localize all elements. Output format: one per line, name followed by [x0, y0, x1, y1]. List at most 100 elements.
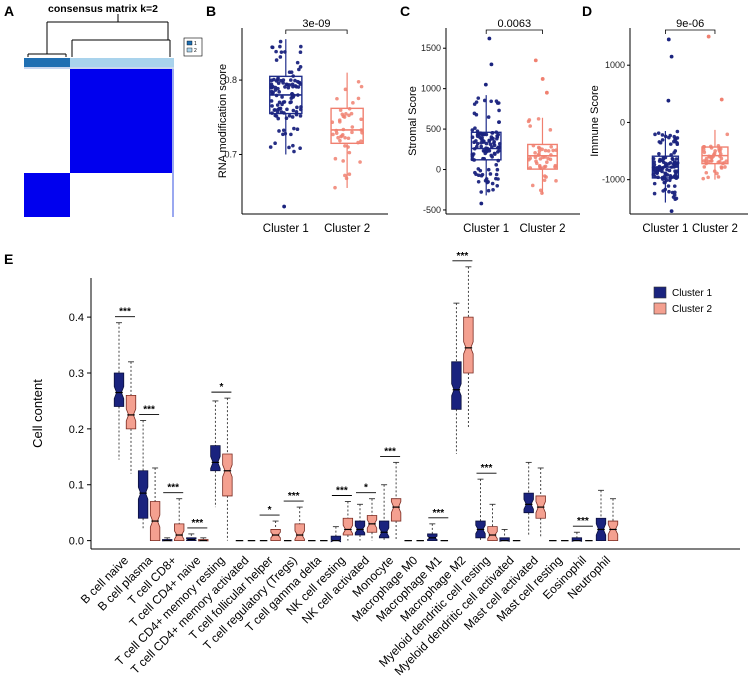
data-point [334, 128, 339, 133]
data-point [292, 149, 296, 154]
data-point [297, 80, 301, 85]
data-point [543, 148, 548, 153]
data-point [333, 156, 338, 161]
data-point [276, 116, 281, 121]
data-point [543, 155, 547, 159]
significance-label: *** [191, 518, 203, 529]
data-point [278, 55, 283, 59]
data-point [546, 149, 551, 153]
data-point [346, 136, 351, 141]
significance-label: * [219, 382, 223, 393]
data-point [274, 58, 279, 62]
panel-label-c: C [400, 3, 410, 19]
data-point [497, 141, 502, 146]
y-tick-label: -1000 [602, 175, 625, 185]
y-tick-label: 0.0 [69, 536, 84, 548]
x-tick-label: Cluster 2 [519, 223, 565, 235]
data-point [479, 137, 484, 142]
data-point [479, 144, 484, 149]
significance-bracket [485, 29, 543, 34]
data-point [340, 112, 345, 117]
y-tick-label: 1500 [421, 43, 441, 53]
data-point [536, 117, 541, 121]
data-point [674, 164, 679, 168]
data-point [671, 195, 676, 199]
data-point [293, 78, 297, 83]
data-point [269, 85, 274, 90]
data-point [487, 139, 492, 143]
data-point [486, 188, 491, 193]
box-1 [210, 445, 221, 472]
y-tick-label: 0.4 [69, 312, 84, 324]
data-point [298, 146, 302, 151]
data-point [335, 96, 339, 101]
y-tick-label: 500 [426, 124, 441, 134]
data-point [298, 50, 303, 55]
box-2 [607, 520, 619, 542]
heatmap-legend: 1 2 [183, 37, 203, 57]
data-point [661, 156, 666, 160]
data-point [536, 145, 541, 150]
data-point [276, 81, 281, 86]
data-point [701, 176, 706, 181]
p-value-label: 3e-09 [302, 18, 330, 30]
data-point [675, 136, 680, 140]
cluster-bar-1 [24, 58, 70, 67]
data-point [537, 149, 542, 153]
data-point [337, 118, 342, 122]
significance-bracket [285, 29, 348, 34]
data-point [716, 160, 721, 165]
legend-swatch-1 [653, 286, 667, 299]
data-point [277, 129, 281, 133]
x-tick-label: Cluster 2 [324, 223, 370, 235]
x-tick-label: Cluster 1 [263, 223, 309, 235]
data-point [551, 148, 555, 153]
data-point [295, 105, 299, 110]
box-2 [487, 526, 498, 542]
data-point [297, 67, 301, 72]
data-point [484, 177, 489, 181]
data-point [540, 191, 544, 195]
data-point [470, 135, 475, 139]
data-point [656, 131, 661, 135]
legend-swatch-1 [186, 40, 193, 46]
data-point [494, 99, 499, 103]
data-point [488, 172, 493, 176]
y-axis-label: Cell content [30, 379, 45, 448]
outlier-point [666, 37, 671, 42]
data-point [533, 155, 538, 160]
data-point [333, 185, 337, 190]
data-point [479, 132, 484, 137]
significance-label: *** [577, 516, 589, 527]
panel-d-immune-score: -1000 0 1000 Immune Score 9e-06 Cluster 1 Clus… [589, 18, 748, 235]
data-point [291, 74, 295, 78]
data-point [336, 135, 340, 140]
data-point [484, 141, 489, 146]
data-point [272, 108, 277, 112]
data-point [723, 165, 727, 169]
data-point [299, 107, 303, 112]
data-point [269, 99, 274, 103]
data-point [497, 145, 502, 150]
data-point [476, 179, 481, 184]
data-point [670, 190, 675, 195]
data-point [289, 132, 293, 137]
data-point [282, 100, 287, 104]
y-tick-label: 0.7 [224, 149, 237, 159]
data-point [675, 161, 680, 165]
data-point [489, 153, 494, 158]
data-point [490, 181, 495, 186]
data-point [530, 183, 535, 188]
data-point [662, 180, 667, 185]
data-point [289, 78, 293, 82]
data-point [719, 156, 724, 161]
data-point [667, 178, 672, 183]
data-point [489, 99, 493, 104]
data-point [494, 172, 499, 177]
data-point [660, 166, 665, 170]
data-point [492, 141, 496, 146]
data-point [281, 128, 286, 133]
data-point [672, 134, 677, 139]
data-point [537, 152, 541, 157]
data-point [482, 98, 487, 103]
